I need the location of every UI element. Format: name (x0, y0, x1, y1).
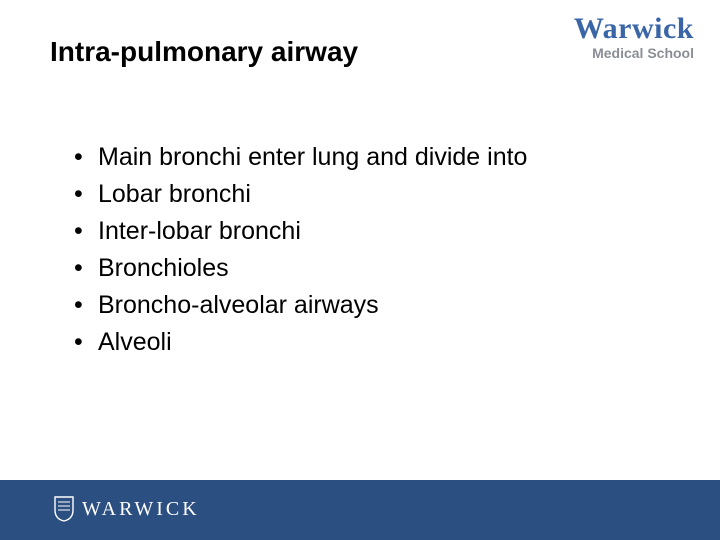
slide-title: Intra-pulmonary airway (50, 36, 358, 68)
list-item: Alveoli (70, 325, 660, 360)
logo-line1: Warwick (574, 14, 694, 44)
list-item: Lobar bronchi (70, 177, 660, 212)
warwick-crest-icon (54, 496, 74, 522)
logo-line2: Medical School (574, 46, 694, 60)
list-item: Inter-lobar bronchi (70, 214, 660, 249)
footer-brand-text: WARWICK (82, 498, 200, 521)
list-item: Main bronchi enter lung and divide into (70, 140, 660, 175)
list-item: Bronchioles (70, 251, 660, 286)
list-item: Broncho-alveolar airways (70, 288, 660, 323)
slide: Intra-pulmonary airway Warwick Medical S… (0, 0, 720, 540)
footer-bar: WARWICK (0, 480, 720, 540)
warwick-medical-school-logo: Warwick Medical School (574, 14, 694, 60)
bullet-list: Main bronchi enter lung and divide into … (70, 140, 660, 362)
warwick-footer-brand: WARWICK (54, 496, 200, 522)
